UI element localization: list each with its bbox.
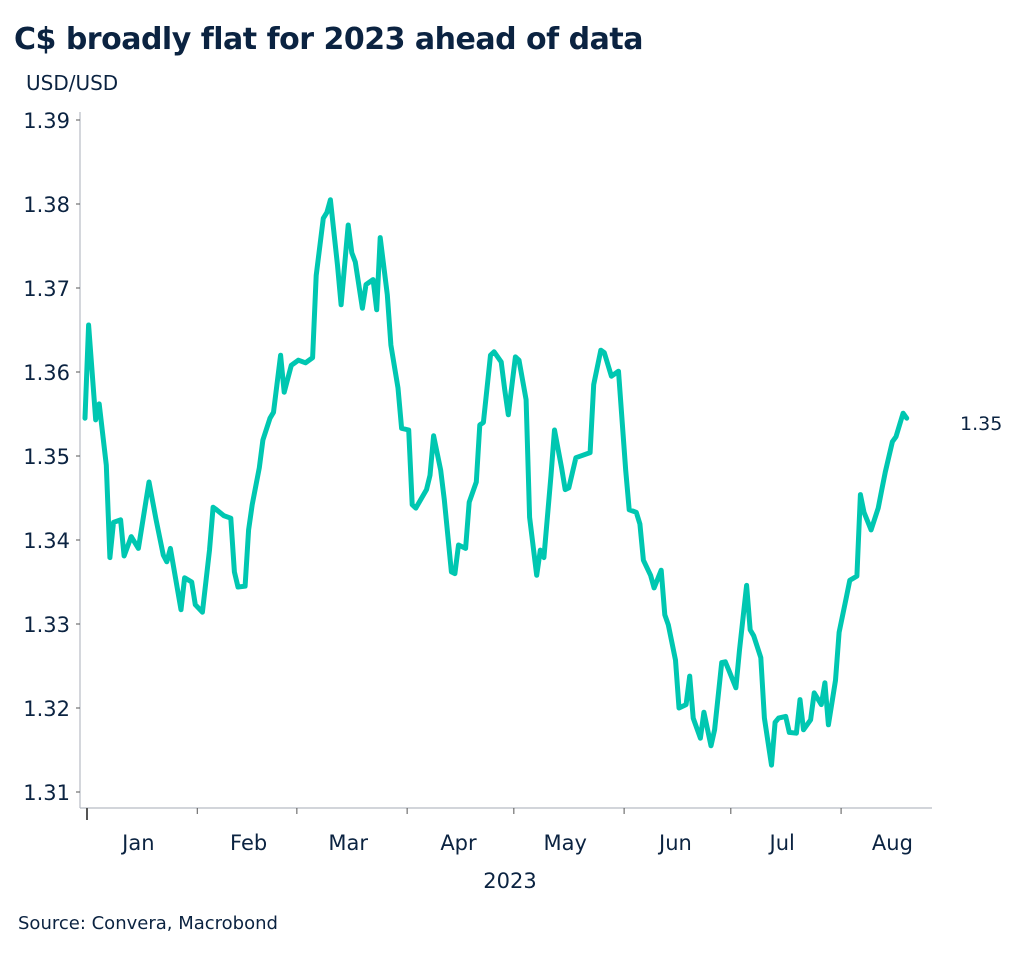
y-tick-label: 1.34 [23, 529, 70, 553]
x-tick-label: Jun [657, 831, 692, 855]
y-axis-unit-label: USD/USD [26, 71, 119, 95]
source-note: Source: Convera, Macrobond [18, 913, 278, 934]
y-tick-label: 1.38 [23, 193, 70, 217]
x-tick-label: Aug [872, 831, 913, 855]
y-tick-label: 1.31 [23, 781, 70, 805]
x-tick-label: May [543, 831, 586, 855]
y-tick-label: 1.37 [23, 277, 70, 301]
chart-title: C$ broadly flat for 2023 ahead of data [14, 22, 643, 57]
x-axis-year-label: 2023 [483, 869, 536, 893]
x-tick-label: Apr [440, 831, 477, 855]
y-tick-label: 1.33 [23, 613, 70, 637]
axes: 1.31 1.32 1.33 1.34 1.35 1.36 1.37 1.38 1.39 Jan F… [23, 109, 932, 855]
y-tick-label: 1.39 [23, 109, 70, 133]
x-tick-label: Mar [328, 831, 368, 855]
x-tick-label: Jan [120, 831, 154, 855]
series [82, 197, 910, 768]
y-tick-label: 1.35 [23, 445, 70, 469]
x-tick-label: Feb [230, 831, 267, 855]
last-value-label: 1.35 [960, 413, 1002, 435]
y-tick-label: 1.36 [23, 361, 70, 385]
series-line [82, 197, 910, 768]
y-tick-label: 1.32 [23, 697, 70, 721]
x-tick-label: Jul [768, 831, 795, 855]
